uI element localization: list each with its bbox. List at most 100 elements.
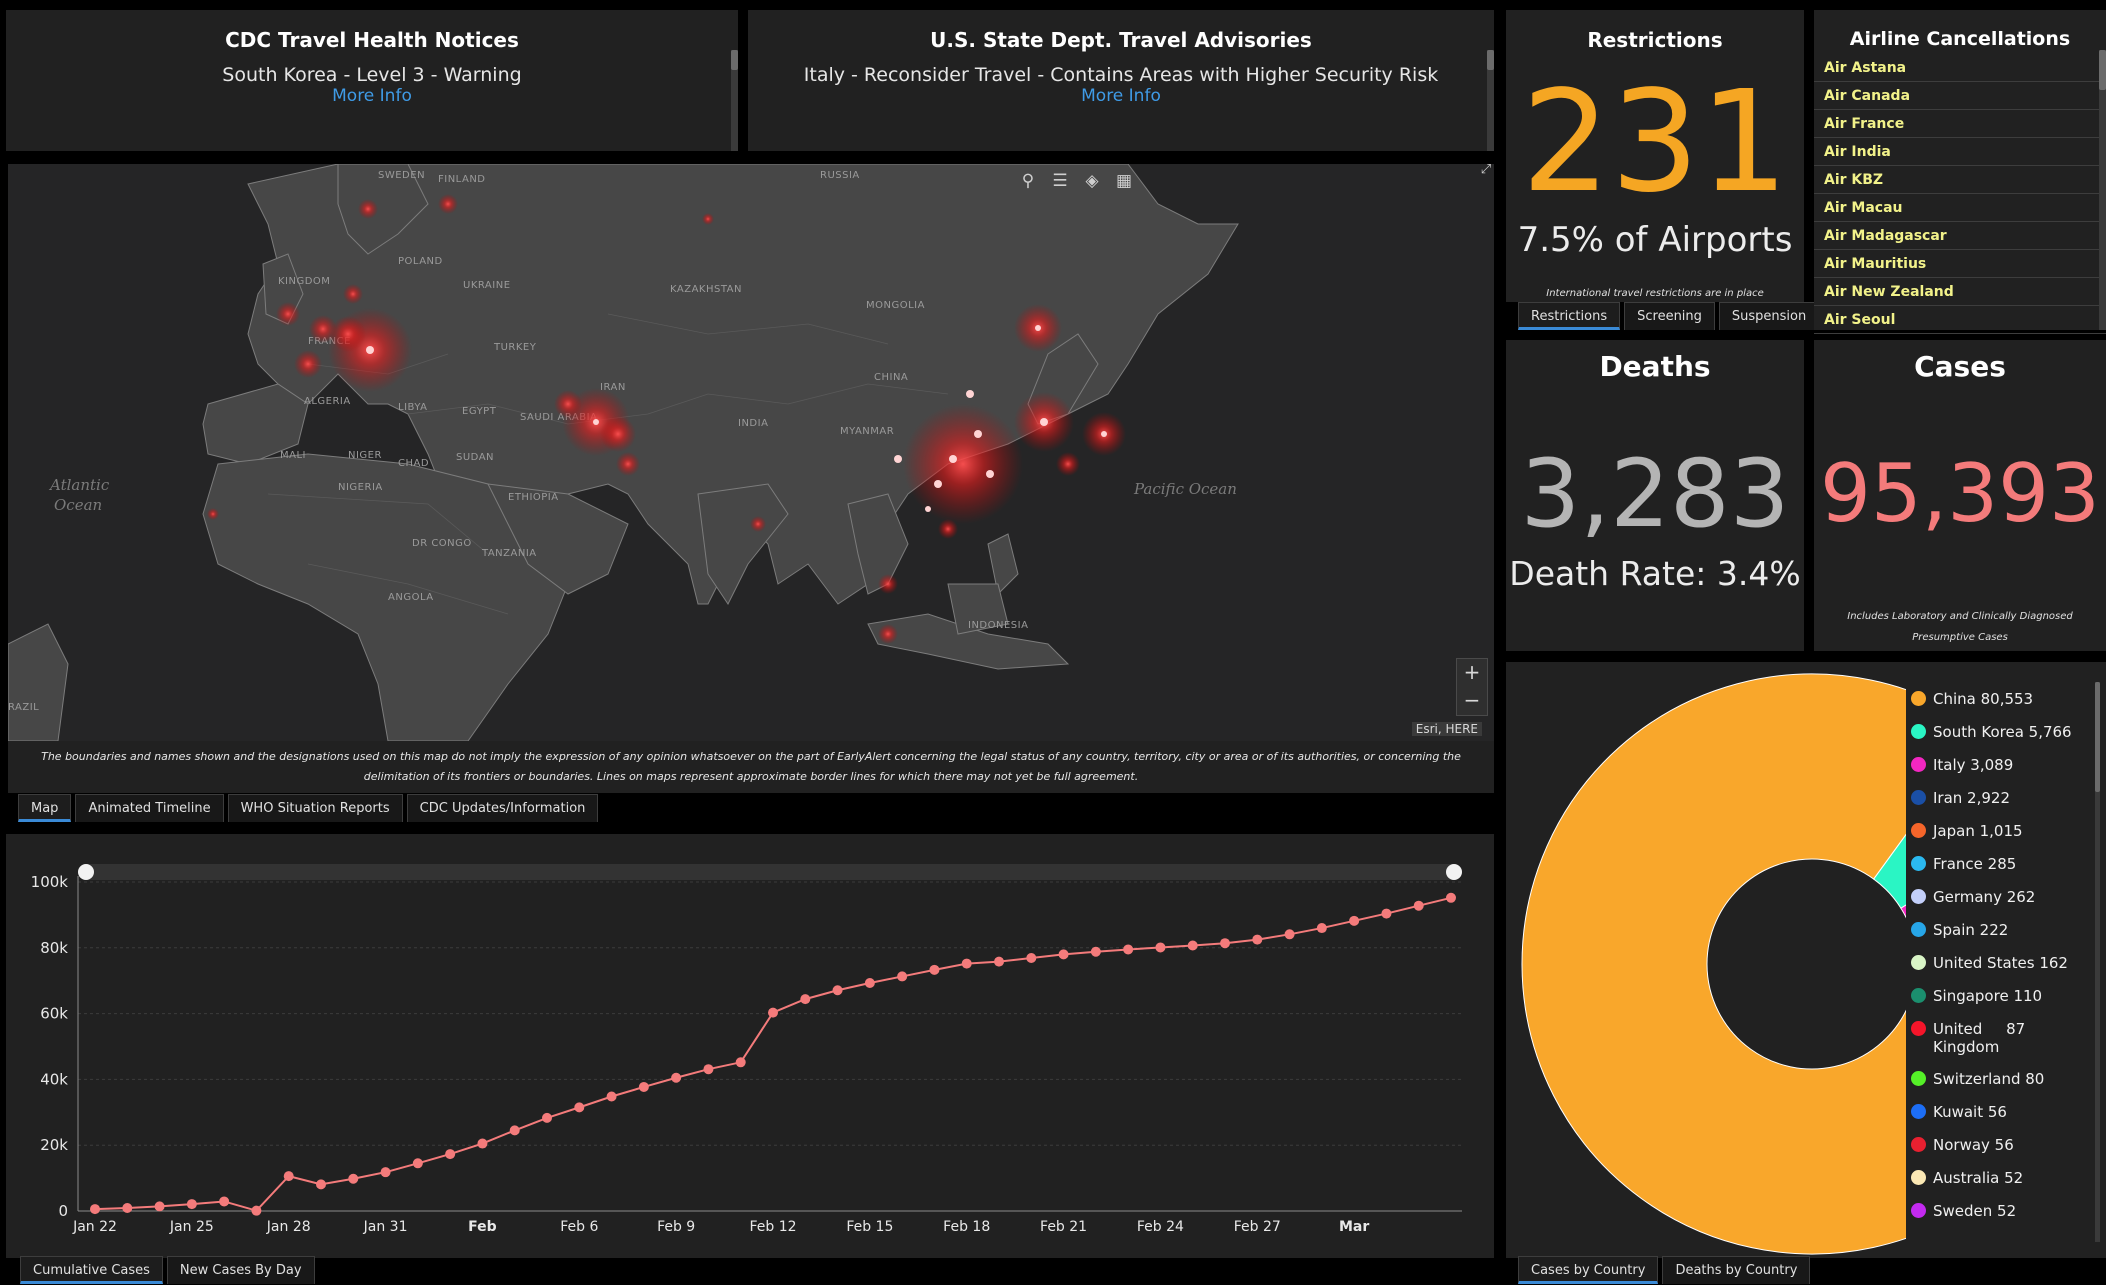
data-point[interactable] — [1316, 923, 1327, 934]
data-point[interactable] — [1058, 949, 1069, 960]
range-slider-track[interactable] — [86, 864, 1454, 880]
data-point[interactable] — [348, 1173, 359, 1184]
cases-by-country-chart[interactable] — [1506, 662, 1906, 1258]
data-point[interactable] — [251, 1205, 262, 1216]
list-item[interactable]: Air India — [1814, 138, 2106, 166]
data-point[interactable] — [1446, 892, 1456, 903]
world-map[interactable]: RUSSIA SWEDEN FINLAND POLAND UKRAINE KAZ… — [8, 164, 1494, 741]
cdc-more-info-link[interactable]: More Info — [332, 86, 412, 106]
data-point[interactable] — [219, 1196, 230, 1207]
list-item[interactable]: Air Mauritius — [1814, 250, 2106, 278]
legend-item[interactable]: Germany 262 — [1911, 888, 2091, 921]
map-search-icon[interactable]: ⚲ — [1021, 171, 1035, 191]
pie-slice[interactable] — [1521, 673, 1906, 1255]
data-point[interactable] — [1284, 929, 1295, 940]
tab-map[interactable]: Map — [18, 794, 72, 822]
map-layers-icon[interactable]: ◈ — [1085, 171, 1099, 191]
data-point[interactable] — [316, 1179, 326, 1190]
legend-item[interactable]: South Korea 5,766 — [1911, 723, 2091, 756]
data-point[interactable] — [445, 1149, 456, 1160]
range-handle-start[interactable] — [78, 864, 94, 880]
legend-item[interactable]: Spain 222 — [1911, 921, 2091, 954]
tab-new-cases-by-day[interactable]: New Cases By Day — [166, 1256, 315, 1284]
tab-cases-by-country[interactable]: Cases by Country — [1518, 1256, 1659, 1284]
tab-who-situation-reports[interactable]: WHO Situation Reports — [227, 794, 403, 822]
tab-suspension[interactable]: Suspension — [1718, 302, 1820, 330]
legend-item[interactable]: Norway 56 — [1911, 1136, 2091, 1169]
legend-item[interactable]: United 87 Kingdom — [1911, 1020, 2091, 1070]
data-point[interactable] — [994, 956, 1004, 967]
data-point[interactable] — [703, 1064, 714, 1075]
zoom-in-button[interactable]: + — [1463, 660, 1481, 684]
map-canvas[interactable]: RUSSIA SWEDEN FINLAND POLAND UKRAINE KAZ… — [8, 164, 1494, 741]
tab-screening[interactable]: Screening — [1624, 302, 1715, 330]
data-point[interactable] — [1349, 915, 1360, 926]
map-basemap-icon[interactable]: ▦ — [1115, 171, 1133, 191]
legend-item[interactable]: Sweden 52 — [1911, 1202, 2091, 1235]
data-point[interactable] — [1155, 942, 1166, 953]
data-point[interactable] — [1123, 944, 1134, 955]
list-item[interactable]: Air France — [1814, 110, 2106, 138]
state-more-info-link[interactable]: More Info — [1081, 86, 1161, 106]
legend-item[interactable]: France 285 — [1911, 855, 2091, 888]
data-point[interactable] — [671, 1072, 682, 1083]
map-expand-icon[interactable]: ⤢ — [1480, 164, 1492, 177]
data-point[interactable] — [897, 971, 908, 982]
data-point[interactable] — [186, 1199, 197, 1210]
data-point[interactable] — [929, 964, 940, 975]
data-point[interactable] — [800, 994, 811, 1005]
data-point[interactable] — [768, 1007, 778, 1018]
legend-item[interactable]: Japan 1,015 — [1911, 822, 2091, 855]
data-point[interactable] — [122, 1202, 133, 1213]
data-point[interactable] — [1026, 952, 1037, 963]
data-point[interactable] — [1413, 900, 1424, 911]
data-point[interactable] — [542, 1112, 552, 1123]
data-point[interactable] — [509, 1125, 520, 1136]
data-point[interactable] — [412, 1158, 423, 1169]
list-item[interactable]: Air Macau — [1814, 194, 2106, 222]
data-point[interactable] — [477, 1138, 488, 1149]
cdc-scrollbar[interactable] — [731, 50, 738, 151]
data-point[interactable] — [1220, 938, 1230, 949]
data-point[interactable] — [1381, 908, 1392, 919]
data-point[interactable] — [380, 1167, 391, 1178]
legend-item[interactable]: Switzerland 80 — [1911, 1070, 2091, 1103]
data-point[interactable] — [864, 978, 875, 989]
legend-item[interactable]: Singapore 110 — [1911, 987, 2091, 1020]
legend-item[interactable]: United States 162 — [1911, 954, 2091, 987]
pie-slice[interactable] — [1900, 810, 1906, 928]
legend-scrollbar[interactable] — [2095, 682, 2100, 1242]
data-point[interactable] — [832, 985, 843, 996]
tab-deaths-by-country[interactable]: Deaths by Country — [1662, 1256, 1811, 1284]
data-point[interactable] — [735, 1057, 746, 1068]
tab-animated-timeline[interactable]: Animated Timeline — [75, 794, 224, 822]
pie-slice[interactable] — [1873, 729, 1906, 909]
legend-item[interactable]: Australia 52 — [1911, 1169, 2091, 1202]
tab-cumulative-cases[interactable]: Cumulative Cases — [20, 1256, 163, 1284]
list-item[interactable]: Air Canada — [1814, 82, 2106, 110]
data-point[interactable] — [574, 1102, 585, 1113]
data-point[interactable] — [154, 1201, 165, 1212]
airline-scrollbar[interactable] — [2099, 50, 2106, 330]
map-legend-icon[interactable]: ☰ — [1052, 171, 1068, 191]
zoom-out-button[interactable]: − — [1463, 688, 1481, 712]
state-scrollbar[interactable] — [1487, 50, 1494, 151]
data-point[interactable] — [638, 1081, 649, 1092]
list-item[interactable]: Air Madagascar — [1814, 222, 2106, 250]
list-item[interactable]: Air New Zealand — [1814, 278, 2106, 306]
data-point[interactable] — [283, 1171, 294, 1182]
tab-cdc-updates[interactable]: CDC Updates/Information — [406, 794, 599, 822]
cumulative-cases-chart[interactable]: 0 20k 40k 60k 80k 100k Jan 22 Jan 25 Jan 28 Jan 3… — [6, 834, 1494, 1258]
data-point[interactable] — [1187, 940, 1198, 951]
legend-item[interactable]: Italy 3,089 — [1911, 756, 2091, 789]
list-item[interactable]: Air Astana — [1814, 54, 2106, 82]
range-handle-end[interactable] — [1446, 864, 1462, 880]
data-point[interactable] — [1252, 934, 1263, 945]
data-point[interactable] — [90, 1204, 100, 1215]
legend-item[interactable]: Kuwait 56 — [1911, 1103, 2091, 1136]
list-item[interactable]: Air Seoul — [1814, 306, 2106, 334]
data-point[interactable] — [961, 958, 972, 969]
list-item[interactable]: Air KBZ — [1814, 166, 2106, 194]
tab-restrictions[interactable]: Restrictions — [1518, 302, 1621, 330]
legend-item[interactable]: China 80,553 — [1911, 690, 2091, 723]
